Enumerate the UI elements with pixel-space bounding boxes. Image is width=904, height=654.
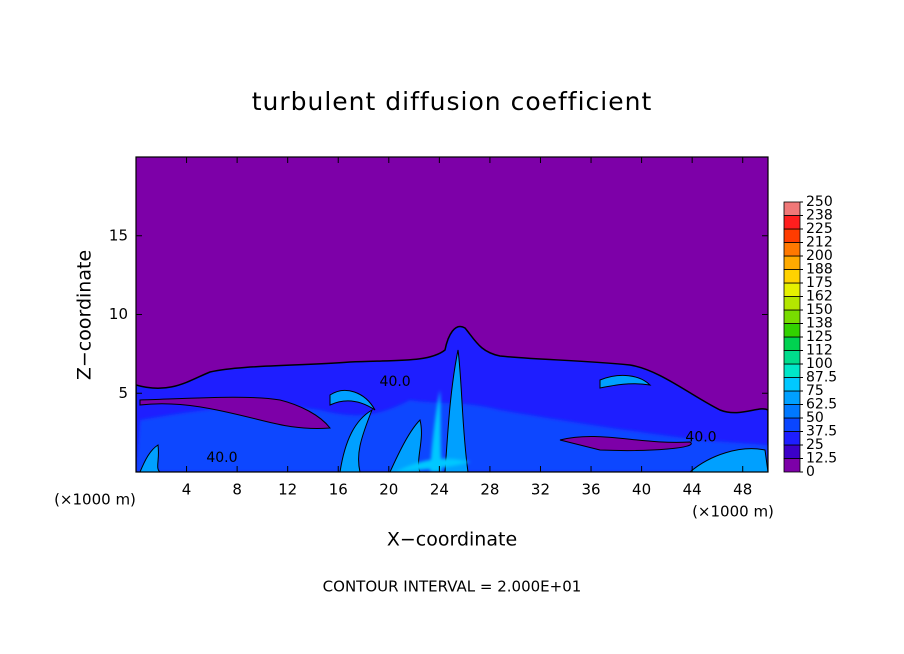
colorbar-bin bbox=[783, 390, 801, 405]
colorbar-label: 175 bbox=[806, 275, 833, 291]
colorbar-label: 150 bbox=[806, 302, 833, 318]
colorbar-label: 12.5 bbox=[806, 451, 837, 467]
colorbar-label: 250 bbox=[806, 194, 833, 210]
colorbar-label: 138 bbox=[806, 316, 833, 332]
colorbar-bin bbox=[783, 323, 801, 338]
colorbar-label: 125 bbox=[806, 329, 833, 345]
chart-title: turbulent diffusion coefficient bbox=[252, 87, 653, 116]
colorbar-label: 162 bbox=[806, 289, 833, 305]
colorbar-label: 50 bbox=[806, 410, 824, 426]
colorbar-label: 212 bbox=[806, 235, 833, 251]
field-region bbox=[139, 349, 768, 472]
field-region bbox=[559, 436, 692, 452]
x-tick-label: 4 bbox=[182, 481, 192, 499]
y-axis-label: Z−coordinate bbox=[74, 250, 96, 380]
contour-label: 40.0 bbox=[380, 374, 411, 390]
x-unit-label: (×1000 m) bbox=[692, 503, 774, 521]
colorbar-label: 238 bbox=[806, 208, 833, 224]
x-axis-label: X−coordinate bbox=[387, 529, 517, 551]
colorbar-bin bbox=[783, 309, 801, 324]
x-tick-label: 12 bbox=[278, 481, 297, 499]
colorbar-bin bbox=[783, 404, 801, 419]
colorbar-bin bbox=[783, 282, 801, 297]
x-tick-label: 28 bbox=[480, 481, 499, 499]
colorbar-bin bbox=[783, 269, 801, 284]
colorbar-label: 25 bbox=[806, 437, 824, 453]
colorbar-bin bbox=[783, 417, 801, 432]
colorbar-bin bbox=[783, 431, 801, 446]
colorbar-label: 225 bbox=[806, 221, 833, 237]
colorbar-label: 75 bbox=[806, 383, 824, 399]
colorbar-bin bbox=[783, 201, 801, 216]
colorbar-bin bbox=[783, 350, 801, 365]
x-tick-label: 20 bbox=[379, 481, 398, 499]
x-tick-label: 24 bbox=[430, 481, 449, 499]
colorbar-bin bbox=[783, 377, 801, 392]
colorbar-bin bbox=[783, 336, 801, 351]
colorbar-label: 200 bbox=[806, 248, 833, 264]
colorbar-bin bbox=[783, 242, 801, 257]
x-tick-label: 8 bbox=[232, 481, 242, 499]
colorbar-bin bbox=[783, 458, 801, 473]
x-tick-label: 48 bbox=[733, 481, 752, 499]
field-region bbox=[395, 390, 470, 472]
colorbar-label: 62.5 bbox=[806, 397, 837, 413]
y-tick-label: 10 bbox=[109, 305, 128, 323]
y-tick-label: 15 bbox=[109, 226, 128, 244]
colorbar-label: 112 bbox=[806, 343, 833, 359]
x-tick-label: 44 bbox=[683, 481, 702, 499]
field-region bbox=[329, 374, 652, 411]
footer: CONTOUR INTERVAL = 2.000E+01 bbox=[323, 578, 582, 596]
colorbar-bin bbox=[783, 363, 801, 378]
x-tick-label: 32 bbox=[531, 481, 550, 499]
colorbar-bin bbox=[783, 215, 801, 230]
y-unit-label: (×1000 m) bbox=[54, 491, 136, 509]
colorbar-bin bbox=[783, 255, 801, 270]
contour-label: 40.0 bbox=[685, 429, 716, 445]
colorbar-label: 188 bbox=[806, 262, 833, 278]
colorbar-bin bbox=[783, 228, 801, 243]
colorbar-bin bbox=[783, 296, 801, 311]
x-tick-label: 40 bbox=[632, 481, 651, 499]
y-tick-label: 5 bbox=[118, 384, 128, 402]
colorbar-label: 0 bbox=[806, 464, 815, 480]
contour-label: 40.0 bbox=[206, 450, 237, 466]
field-region bbox=[139, 396, 331, 429]
x-tick-label: 36 bbox=[581, 481, 600, 499]
colorbar-bin bbox=[783, 444, 801, 459]
colorbar-label: 37.5 bbox=[806, 424, 837, 440]
colorbar-label: 87.5 bbox=[806, 370, 837, 386]
x-tick-label: 16 bbox=[329, 481, 348, 499]
field bbox=[136, 157, 768, 472]
colorbar-label: 100 bbox=[806, 356, 833, 372]
